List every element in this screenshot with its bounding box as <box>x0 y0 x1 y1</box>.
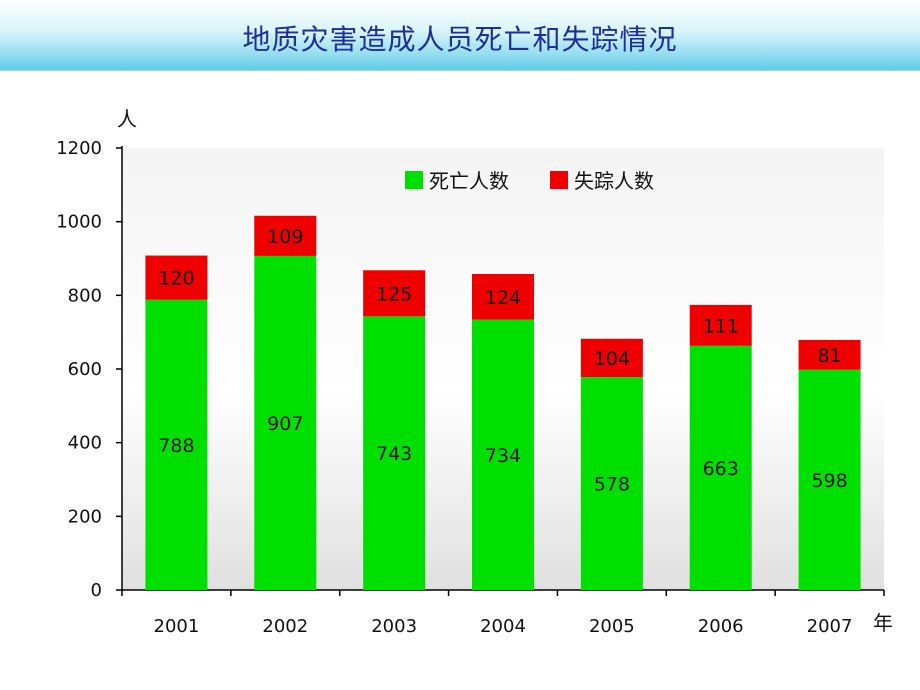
x-tick-label-2001: 2001 <box>154 616 200 637</box>
bar-deaths-2006 <box>689 345 752 590</box>
x-tick-label-2007: 2007 <box>807 616 853 637</box>
legend-swatch-deaths <box>405 171 423 189</box>
bar-missing-2002 <box>254 215 317 256</box>
y-tick-label: 600 <box>68 359 102 380</box>
title-bar: 地质灾害造成人员死亡和失踪情况 <box>0 0 920 71</box>
y-tick-label: 1200 <box>56 138 102 159</box>
bar-deaths-2007 <box>798 369 861 590</box>
data-label-missing-2006: 111 <box>703 315 739 337</box>
data-label-missing-2003: 125 <box>376 283 412 305</box>
data-label-deaths-2005: 578 <box>594 474 630 496</box>
data-label-deaths-2006: 663 <box>703 458 739 480</box>
data-label-missing-2004: 124 <box>485 287 521 309</box>
y-tick-label: 0 <box>91 580 102 601</box>
bar-missing-2003 <box>363 270 426 317</box>
x-tick-label-2002: 2002 <box>262 616 308 637</box>
x-tick-label-2004: 2004 <box>480 616 526 637</box>
legend-swatch-missing <box>550 171 568 189</box>
data-label-missing-2002: 109 <box>267 226 303 248</box>
y-tick-label: 800 <box>68 285 102 306</box>
x-tick-label-2005: 2005 <box>589 616 635 637</box>
bar-deaths-2003 <box>363 316 426 590</box>
x-tick-label-2006: 2006 <box>698 616 744 637</box>
data-label-deaths-2002: 907 <box>267 413 303 435</box>
bar-missing-2006 <box>689 304 752 346</box>
bar-missing-2007 <box>798 339 861 370</box>
y-tick-label: 1000 <box>56 212 102 233</box>
bar-deaths-2002 <box>254 255 317 590</box>
legend-label-deaths: 死亡人数 <box>429 169 509 193</box>
bar-deaths-2004 <box>472 319 534 590</box>
data-label-missing-2005: 104 <box>594 348 630 370</box>
bar-deaths-2001 <box>145 299 208 590</box>
data-label-deaths-2003: 743 <box>376 443 412 465</box>
legend-label-missing: 失踪人数 <box>574 169 654 193</box>
data-label-deaths-2007: 598 <box>811 470 847 492</box>
bar-deaths-2005 <box>580 377 643 590</box>
data-label-deaths-2004: 734 <box>485 445 521 467</box>
x-tick-label-2003: 2003 <box>371 616 417 637</box>
y-tick-label: 400 <box>68 433 102 454</box>
y-tick-label: 200 <box>68 506 102 527</box>
y-axis-unit-label: 人 <box>117 107 137 131</box>
data-label-deaths-2001: 788 <box>158 435 194 457</box>
x-axis-unit-label: 年 <box>873 611 893 635</box>
bar-missing-2004 <box>472 273 534 320</box>
data-label-missing-2001: 120 <box>158 268 194 290</box>
bar-missing-2001 <box>145 255 208 300</box>
bar-missing-2005 <box>580 338 643 378</box>
data-label-missing-2007: 81 <box>817 345 841 367</box>
page-title: 地质灾害造成人员死亡和失踪情况 <box>242 23 678 56</box>
